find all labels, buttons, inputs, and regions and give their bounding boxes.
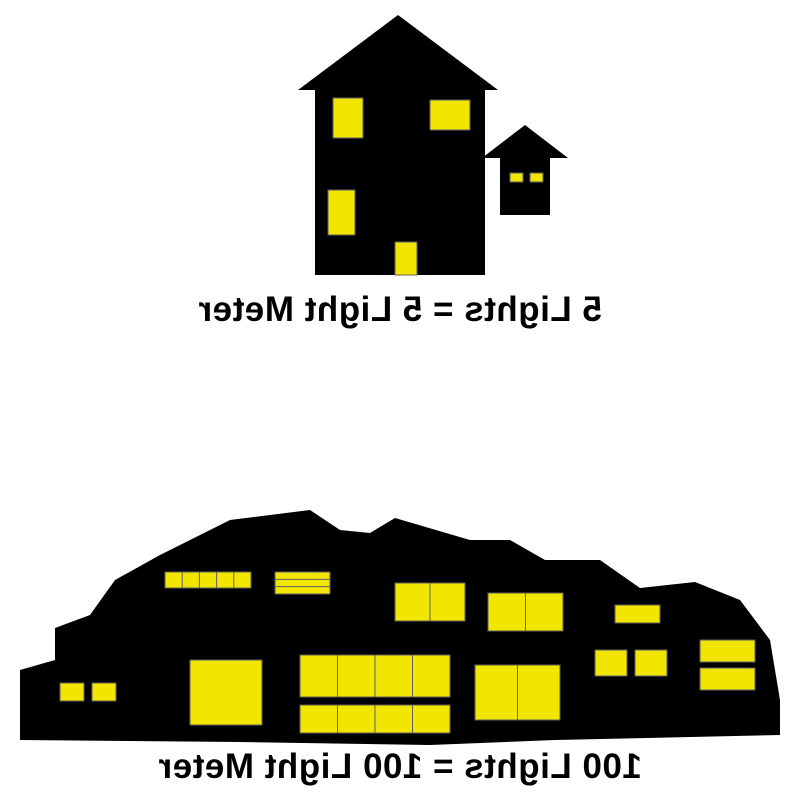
infographic-stage: 5 Lights = 5 Light Meter 100 Lights = 10… [0,0,800,800]
big-house-caption: 100 Lights = 100 Light Meter [0,747,800,787]
drawing-layer [0,0,800,800]
small-house-caption: 5 Lights = 5 Light Meter [0,290,800,330]
